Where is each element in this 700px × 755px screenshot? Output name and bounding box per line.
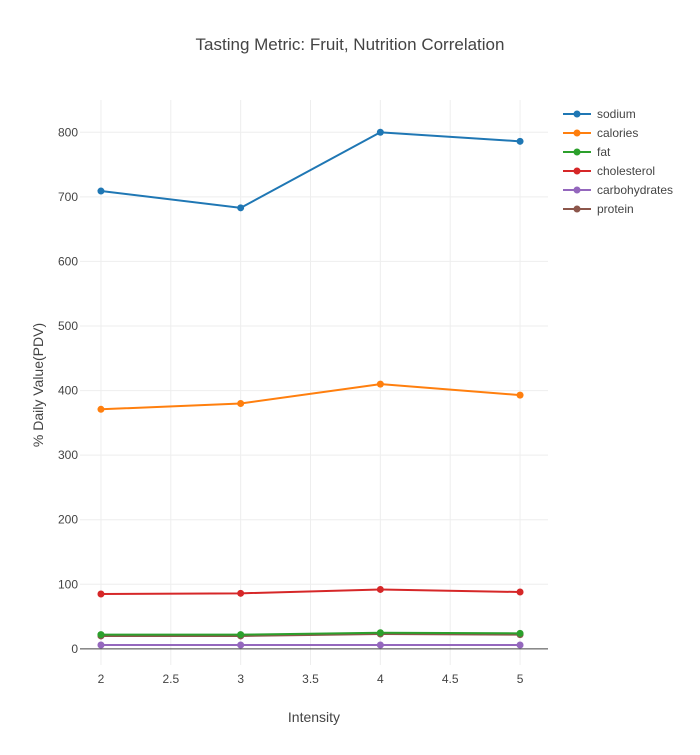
chart-title: Tasting Metric: Fruit, Nutrition Correla… bbox=[196, 35, 505, 54]
x-tick-label: 5 bbox=[517, 672, 524, 686]
series-fat bbox=[97, 629, 524, 639]
x-tick-label: 3 bbox=[237, 672, 244, 686]
grid bbox=[80, 100, 548, 665]
legend-label: calories bbox=[597, 126, 638, 140]
data-point-fat[interactable] bbox=[237, 631, 245, 639]
legend-label: sodium bbox=[597, 107, 636, 121]
y-tick-label: 100 bbox=[58, 577, 78, 591]
series-line-calories bbox=[100, 383, 521, 411]
legend-marker-sodium bbox=[573, 110, 581, 118]
legend-marker-protein bbox=[573, 205, 581, 213]
data-point-sodium[interactable] bbox=[97, 187, 105, 195]
data-point-calories[interactable] bbox=[97, 405, 105, 413]
series-line-fat bbox=[100, 631, 521, 636]
legend[interactable]: sodium calories fat cholesterol carbohydrate… bbox=[563, 107, 673, 216]
y-axis-label: % Daily Value(PDV) bbox=[30, 323, 46, 447]
data-point-fat[interactable] bbox=[516, 629, 524, 637]
y-tick-label: 800 bbox=[58, 125, 78, 139]
data-point-carbohydrates[interactable] bbox=[376, 641, 384, 649]
data-point-carbohydrates[interactable] bbox=[516, 641, 524, 649]
legend-marker-fat bbox=[573, 148, 581, 156]
y-tick-label: 400 bbox=[58, 384, 78, 398]
series-line-sodium bbox=[100, 131, 521, 209]
series-calories bbox=[97, 380, 524, 413]
legend-item-sodium[interactable]: sodium bbox=[563, 107, 636, 121]
legend-label: carbohydrates bbox=[597, 183, 673, 197]
axes: 2 2.5 3 3.5 4 4.5 5 0 100 200 300 400 500 600 700 800 bbox=[58, 125, 548, 686]
x-tick-label: 2 bbox=[98, 672, 105, 686]
y-tick-label: 700 bbox=[58, 190, 78, 204]
series-carbohydrates bbox=[97, 641, 524, 649]
legend-item-carbohydrates[interactable]: carbohydrates bbox=[563, 183, 673, 197]
data-point-cholesterol[interactable] bbox=[237, 589, 245, 597]
legend-item-cholesterol[interactable]: cholesterol bbox=[563, 164, 655, 178]
data-point-cholesterol[interactable] bbox=[97, 590, 105, 598]
y-tick-label: 200 bbox=[58, 513, 78, 527]
series-line-cholesterol bbox=[100, 588, 521, 595]
legend-item-fat[interactable]: fat bbox=[563, 145, 611, 159]
x-axis-label: Intensity bbox=[288, 709, 340, 725]
data-point-sodium[interactable] bbox=[376, 128, 384, 136]
data-point-fat[interactable] bbox=[376, 629, 384, 637]
legend-label: cholesterol bbox=[597, 164, 655, 178]
series-cholesterol bbox=[97, 585, 524, 598]
x-tick-label: 2.5 bbox=[162, 672, 179, 686]
series-sodium bbox=[97, 128, 524, 212]
data-point-sodium[interactable] bbox=[237, 204, 245, 212]
data-point-cholesterol[interactable] bbox=[516, 588, 524, 596]
legend-item-protein[interactable]: protein bbox=[563, 202, 634, 216]
legend-label: fat bbox=[597, 145, 611, 159]
y-tick-label: 300 bbox=[58, 448, 78, 462]
data-point-cholesterol[interactable] bbox=[376, 585, 384, 593]
legend-marker-carbohydrates bbox=[573, 186, 581, 194]
data-point-sodium[interactable] bbox=[516, 137, 524, 145]
legend-marker-cholesterol bbox=[573, 167, 581, 175]
x-tick-label: 4.5 bbox=[442, 672, 459, 686]
data-point-carbohydrates[interactable] bbox=[237, 641, 245, 649]
data-point-calories[interactable] bbox=[376, 380, 384, 388]
data-point-calories[interactable] bbox=[516, 391, 524, 399]
legend-marker-calories bbox=[573, 129, 581, 137]
legend-label: protein bbox=[597, 202, 634, 216]
y-tick-label: 500 bbox=[58, 319, 78, 333]
data-point-carbohydrates[interactable] bbox=[97, 641, 105, 649]
series-layer bbox=[97, 128, 524, 649]
x-tick-label: 4 bbox=[377, 672, 384, 686]
y-tick-label: 0 bbox=[71, 642, 78, 656]
data-point-fat[interactable] bbox=[97, 631, 105, 639]
legend-item-calories[interactable]: calories bbox=[563, 126, 638, 140]
data-point-calories[interactable] bbox=[237, 399, 245, 407]
y-tick-label: 600 bbox=[58, 254, 78, 268]
x-tick-label: 3.5 bbox=[302, 672, 319, 686]
series-line-protein bbox=[100, 633, 521, 637]
